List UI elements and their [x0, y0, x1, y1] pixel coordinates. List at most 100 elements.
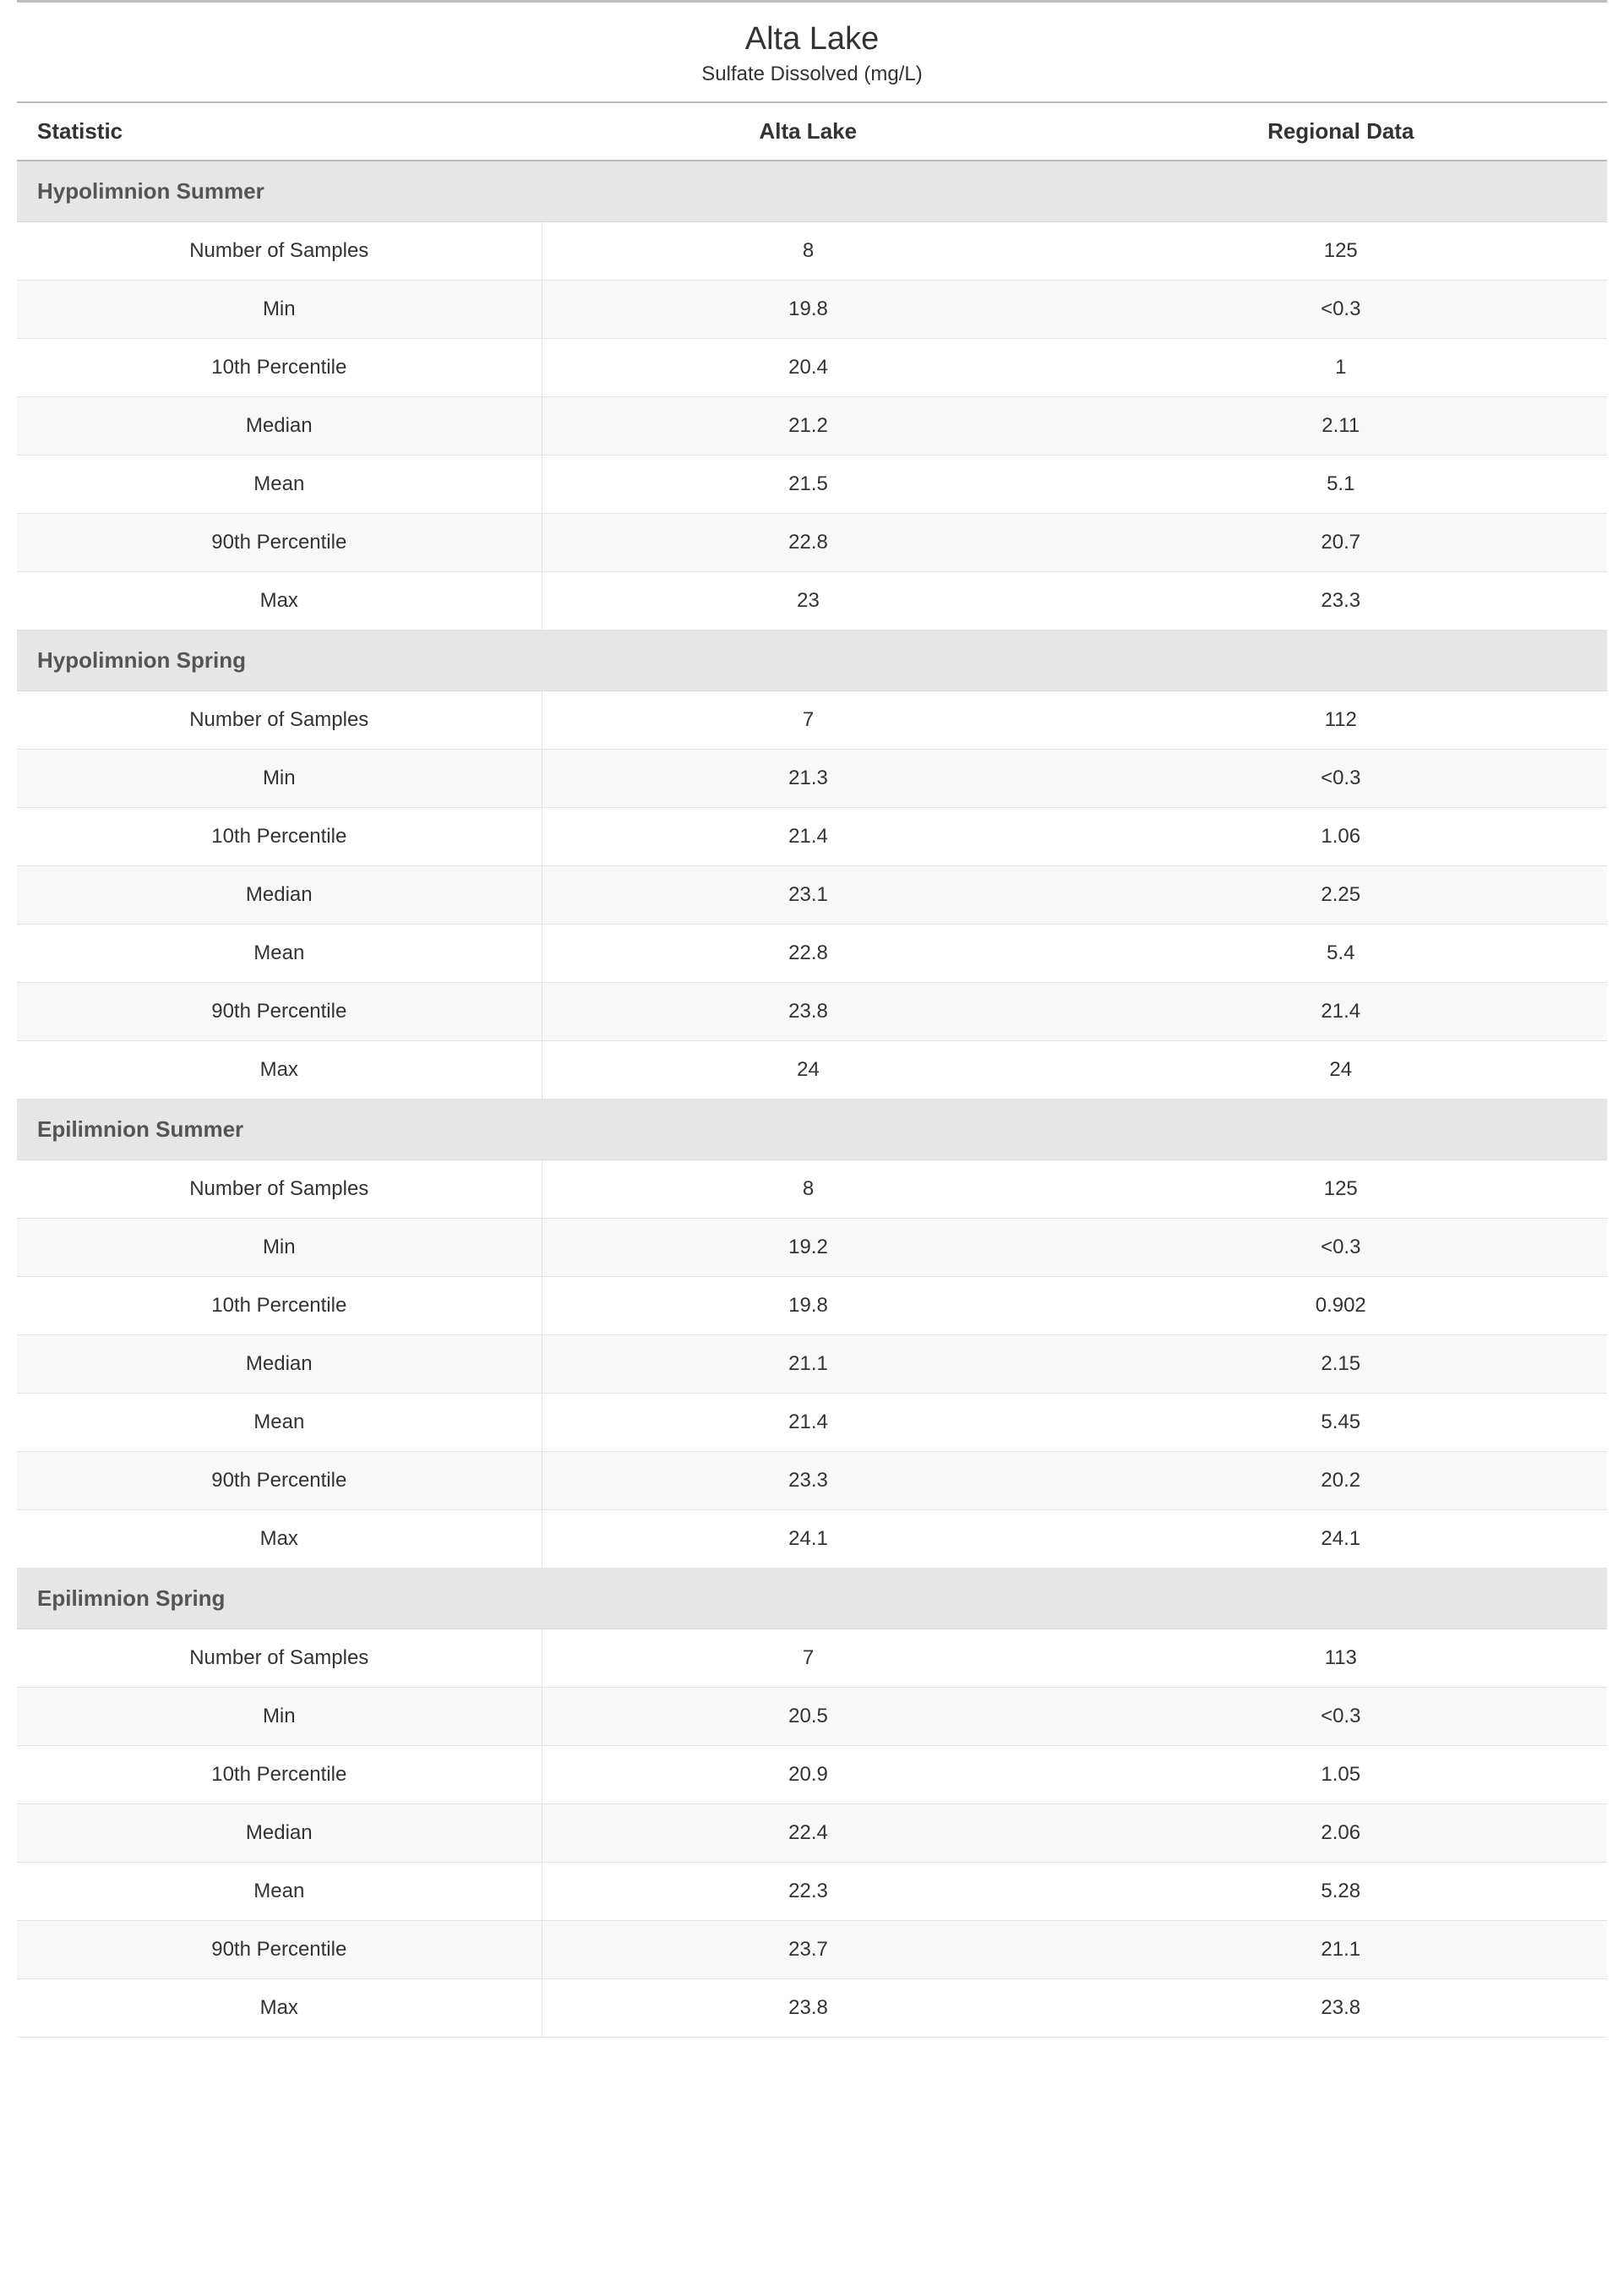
regional-value-cell: <0.3 — [1075, 1219, 1607, 1277]
stat-label-cell: 10th Percentile — [17, 808, 542, 866]
section-header-row: Hypolimnion Spring — [17, 630, 1607, 691]
stats-table: Statistic Alta Lake Regional Data Hypoli… — [17, 101, 1607, 2038]
lake-value-cell: 20.5 — [542, 1688, 1074, 1746]
stat-label-cell: 90th Percentile — [17, 1921, 542, 1979]
table-row: 10th Percentile20.41 — [17, 339, 1607, 397]
regional-value-cell: 20.7 — [1075, 514, 1607, 572]
section-header-cell: Epilimnion Spring — [17, 1569, 1607, 1629]
stat-label-cell: Number of Samples — [17, 222, 542, 281]
lake-value-cell: 22.3 — [542, 1863, 1074, 1921]
lake-value-cell: 21.3 — [542, 750, 1074, 808]
stat-label-cell: Max — [17, 1041, 542, 1100]
table-row: 90th Percentile23.721.1 — [17, 1921, 1607, 1979]
stat-label-cell: Max — [17, 1510, 542, 1569]
table-row: Min19.8<0.3 — [17, 281, 1607, 339]
regional-value-cell: 1.05 — [1075, 1746, 1607, 1804]
table-row: Max23.823.8 — [17, 1979, 1607, 2038]
stat-label-cell: 90th Percentile — [17, 1452, 542, 1510]
stat-label-cell: 90th Percentile — [17, 514, 542, 572]
table-row: Number of Samples8125 — [17, 222, 1607, 281]
lake-value-cell: 23.8 — [542, 983, 1074, 1041]
regional-value-cell: 0.902 — [1075, 1277, 1607, 1335]
stat-label-cell: Median — [17, 397, 542, 456]
regional-value-cell: <0.3 — [1075, 1688, 1607, 1746]
regional-value-cell: 23.3 — [1075, 572, 1607, 630]
regional-value-cell: 5.1 — [1075, 456, 1607, 514]
col-header-regional: Regional Data — [1075, 102, 1607, 161]
lake-value-cell: 19.2 — [542, 1219, 1074, 1277]
table-row: Min19.2<0.3 — [17, 1219, 1607, 1277]
stat-label-cell: Max — [17, 1979, 542, 2038]
regional-value-cell: 21.4 — [1075, 983, 1607, 1041]
regional-value-cell: 1.06 — [1075, 808, 1607, 866]
page-title: Alta Lake — [0, 3, 1624, 63]
section-header-row: Epilimnion Summer — [17, 1100, 1607, 1160]
table-row: Mean22.35.28 — [17, 1863, 1607, 1921]
regional-value-cell: 5.28 — [1075, 1863, 1607, 1921]
col-header-statistic: Statistic — [17, 102, 542, 161]
lake-value-cell: 8 — [542, 222, 1074, 281]
table-row: Mean22.85.4 — [17, 925, 1607, 983]
lake-value-cell: 22.8 — [542, 514, 1074, 572]
stat-label-cell: Min — [17, 750, 542, 808]
lake-value-cell: 21.4 — [542, 808, 1074, 866]
stat-label-cell: 10th Percentile — [17, 1277, 542, 1335]
lake-value-cell: 7 — [542, 691, 1074, 750]
lake-value-cell: 23.3 — [542, 1452, 1074, 1510]
regional-value-cell: 20.2 — [1075, 1452, 1607, 1510]
stat-label-cell: 10th Percentile — [17, 339, 542, 397]
regional-value-cell: <0.3 — [1075, 750, 1607, 808]
regional-value-cell: 125 — [1075, 1160, 1607, 1219]
table-row: Min20.5<0.3 — [17, 1688, 1607, 1746]
regional-value-cell: 5.4 — [1075, 925, 1607, 983]
stat-label-cell: Mean — [17, 925, 542, 983]
lake-value-cell: 24 — [542, 1041, 1074, 1100]
table-row: 10th Percentile21.41.06 — [17, 808, 1607, 866]
table-row: Median23.12.25 — [17, 866, 1607, 925]
regional-value-cell: <0.3 — [1075, 281, 1607, 339]
stat-label-cell: Max — [17, 572, 542, 630]
table-row: Mean21.55.1 — [17, 456, 1607, 514]
table-row: Number of Samples7113 — [17, 1629, 1607, 1688]
lake-value-cell: 8 — [542, 1160, 1074, 1219]
stat-label-cell: Mean — [17, 1394, 542, 1452]
lake-value-cell: 21.1 — [542, 1335, 1074, 1394]
stat-label-cell: Median — [17, 1804, 542, 1863]
table-row: Number of Samples7112 — [17, 691, 1607, 750]
table-header-row: Statistic Alta Lake Regional Data — [17, 102, 1607, 161]
table-row: Number of Samples8125 — [17, 1160, 1607, 1219]
section-header-row: Hypolimnion Summer — [17, 161, 1607, 222]
lake-value-cell: 23 — [542, 572, 1074, 630]
stat-label-cell: Min — [17, 1688, 542, 1746]
section-header-cell: Hypolimnion Spring — [17, 630, 1607, 691]
regional-value-cell: 112 — [1075, 691, 1607, 750]
table-body: Hypolimnion SummerNumber of Samples8125M… — [17, 161, 1607, 2038]
stat-label-cell: 10th Percentile — [17, 1746, 542, 1804]
table-row: 90th Percentile22.820.7 — [17, 514, 1607, 572]
lake-value-cell: 22.8 — [542, 925, 1074, 983]
stat-label-cell: Number of Samples — [17, 691, 542, 750]
lake-value-cell: 19.8 — [542, 281, 1074, 339]
regional-value-cell: 1 — [1075, 339, 1607, 397]
lake-value-cell: 21.5 — [542, 456, 1074, 514]
lake-value-cell: 23.8 — [542, 1979, 1074, 2038]
table-row: 90th Percentile23.320.2 — [17, 1452, 1607, 1510]
table-row: Median21.12.15 — [17, 1335, 1607, 1394]
lake-value-cell: 19.8 — [542, 1277, 1074, 1335]
table-row: Max24.124.1 — [17, 1510, 1607, 1569]
regional-value-cell: 24 — [1075, 1041, 1607, 1100]
table-row: Mean21.45.45 — [17, 1394, 1607, 1452]
regional-value-cell: 2.15 — [1075, 1335, 1607, 1394]
section-header-row: Epilimnion Spring — [17, 1569, 1607, 1629]
page-subtitle: Sulfate Dissolved (mg/L) — [0, 63, 1624, 101]
regional-value-cell: 125 — [1075, 222, 1607, 281]
table-row: 90th Percentile23.821.4 — [17, 983, 1607, 1041]
lake-value-cell: 22.4 — [542, 1804, 1074, 1863]
stat-label-cell: Number of Samples — [17, 1629, 542, 1688]
table-row: Max2424 — [17, 1041, 1607, 1100]
lake-value-cell: 7 — [542, 1629, 1074, 1688]
lake-value-cell: 23.1 — [542, 866, 1074, 925]
regional-value-cell: 2.25 — [1075, 866, 1607, 925]
stat-label-cell: Mean — [17, 456, 542, 514]
stat-label-cell: Mean — [17, 1863, 542, 1921]
